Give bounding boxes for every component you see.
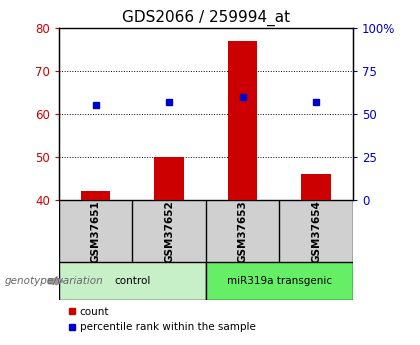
Bar — [59, 262, 206, 300]
Text: GSM37652: GSM37652 — [164, 200, 174, 263]
Legend: count, percentile rank within the sample: count, percentile rank within the sample — [64, 303, 260, 336]
Bar — [59, 200, 132, 262]
Text: GSM37653: GSM37653 — [238, 200, 247, 263]
Bar — [155, 157, 184, 200]
Bar — [81, 191, 110, 200]
Bar — [132, 200, 206, 262]
Bar — [206, 262, 353, 300]
Text: miR319a transgenic: miR319a transgenic — [227, 276, 332, 286]
Bar — [228, 41, 257, 200]
Bar — [302, 174, 331, 200]
Text: control: control — [114, 276, 150, 286]
Text: GSM37654: GSM37654 — [311, 200, 321, 263]
Text: GSM37651: GSM37651 — [91, 200, 100, 263]
Text: genotype/variation: genotype/variation — [4, 276, 103, 286]
Bar — [279, 200, 353, 262]
Bar — [206, 200, 279, 262]
Title: GDS2066 / 259994_at: GDS2066 / 259994_at — [122, 10, 290, 26]
